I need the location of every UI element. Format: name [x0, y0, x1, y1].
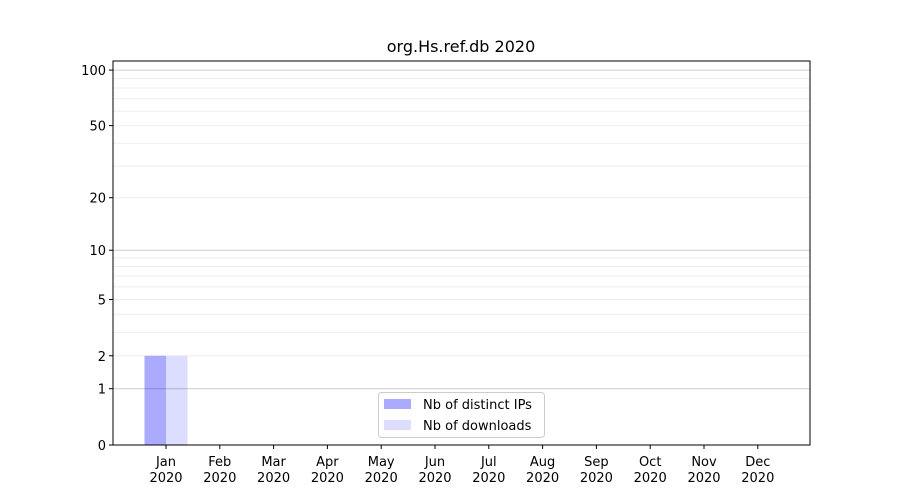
x-tick-label: 2020	[149, 471, 182, 486]
x-tick-label: Mar	[261, 455, 286, 470]
x-tick-label: 2020	[526, 471, 559, 486]
legend: Nb of distinct IPs Nb of downloads	[378, 392, 545, 438]
x-tick-label: Dec	[745, 455, 770, 470]
bar	[166, 355, 188, 445]
legend-swatch-distinct-ips	[384, 399, 411, 409]
y-tick-label: 5	[98, 293, 106, 308]
legend-label-distinct-ips: Nb of distinct IPs	[423, 398, 532, 413]
x-tick-label: 2020	[418, 471, 451, 486]
x-tick-label: Feb	[208, 455, 231, 470]
chart-title: org.Hs.ref.db 2020	[387, 37, 536, 56]
y-tick-label: 10	[89, 244, 106, 259]
x-tick-label: Nov	[691, 455, 717, 470]
x-tick-label: Jun	[424, 455, 445, 470]
bar	[144, 355, 166, 445]
x-tick-label: 2020	[634, 471, 667, 486]
y-tick-label: 0	[98, 439, 106, 454]
x-tick-label: Jan	[155, 455, 176, 470]
x-tick-label: Aug	[530, 455, 555, 470]
y-tick-label: 100	[81, 64, 106, 79]
x-tick-label: 2020	[580, 471, 613, 486]
major-gridlines	[113, 69, 810, 390]
x-tick-label: 2020	[687, 471, 720, 486]
legend-label-downloads: Nb of downloads	[423, 419, 532, 434]
x-axis: Jan2020Feb2020Mar2020Apr2020May2020Jun20…	[149, 445, 774, 486]
plot-frame	[112, 60, 811, 446]
y-tick-label: 1	[98, 383, 106, 398]
x-tick-label: 2020	[472, 471, 505, 486]
x-tick-label: 2020	[257, 471, 290, 486]
x-tick-label: Oct	[639, 455, 661, 470]
bars	[144, 355, 188, 445]
x-tick-label: Jul	[480, 455, 497, 470]
legend-swatch-downloads	[384, 420, 411, 430]
x-tick-label: May	[368, 455, 395, 470]
y-tick-label: 2	[98, 350, 106, 365]
x-tick-label: Sep	[584, 455, 609, 470]
y-tick-label: 20	[89, 192, 106, 207]
legend-frame	[378, 392, 545, 438]
x-tick-label: 2020	[741, 471, 774, 486]
gridlines	[113, 78, 810, 357]
y-axis: 0 1 2 5 10 20 50 100	[81, 64, 113, 454]
x-tick-label: 2020	[365, 471, 398, 486]
x-tick-label: Apr	[316, 455, 339, 470]
x-tick-label: 2020	[203, 471, 236, 486]
x-tick-label: 2020	[311, 471, 344, 486]
y-tick-label: 50	[89, 120, 106, 135]
